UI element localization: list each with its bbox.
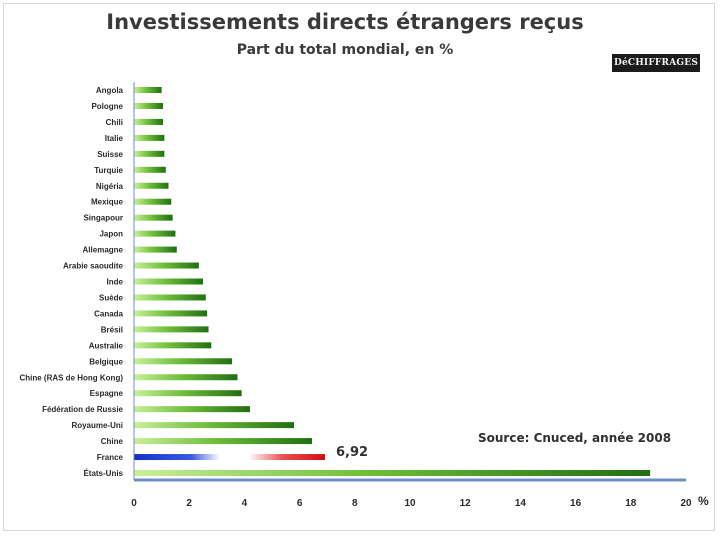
category-label-etats-unis: États-Unis [83,469,123,478]
x-tick-20: 20 [680,498,692,509]
bar-inde [134,278,203,285]
category-label-australie: Australie [89,341,124,350]
x-tick-16: 16 [570,498,582,509]
bar-espagne [134,390,242,397]
chart-subtitle: Part du total mondial, en % [236,42,454,58]
bar-nigeria [134,182,169,189]
bar-royaume-uni [134,422,295,429]
bar-angola [134,87,162,93]
bar-belgique [134,358,232,365]
publisher-logo: DéCHIFFRAGES [612,54,700,72]
category-label-inde: Inde [107,278,124,287]
category-label-belgique: Belgique [89,357,123,366]
category-label-italie: Italie [105,134,124,143]
category-label-bresil: Brésil [101,325,123,334]
category-label-nigeria: Nigéria [96,182,124,191]
x-tick-2: 2 [186,498,192,509]
category-label-arabie-saoudite: Arabie saoudite [63,262,124,271]
bar-chine [134,438,313,445]
bar-suede [134,294,206,301]
x-tick-0: 0 [131,498,137,509]
x-tick-10: 10 [404,498,416,509]
category-label-canada: Canada [94,309,123,318]
bar-singapour [134,214,173,221]
bar-bresil [134,326,209,333]
category-label-chili: Chili [106,118,123,127]
x-tick-8: 8 [352,498,358,509]
bar-turquie [134,166,166,173]
x-tick-6: 6 [297,498,303,509]
bar-chine-ras-de-hong-kong [134,374,238,381]
bar-federation-de-russie [134,406,250,413]
bar-suisse [134,150,165,157]
bar-allemagne [134,246,177,253]
category-label-turquie: Turquie [94,166,123,175]
bar-japon [134,230,176,237]
category-label-pologne: Pologne [91,102,123,111]
x-axis-unit-label: % [698,494,709,508]
source-note: Source: Cnuced, année 2008 [478,431,672,445]
bar-canada [134,310,208,317]
category-label-allemagne: Allemagne [83,246,124,255]
france-value-label: 6,92 [336,445,368,460]
category-label-mexique: Mexique [91,198,124,207]
category-label-singapour: Singapour [83,214,123,223]
category-label-espagne: Espagne [90,389,124,398]
bar-etats-unis [134,470,651,476]
chart-frame [3,3,715,531]
bar-italie [134,134,165,141]
category-label-angola: Angola [96,86,124,95]
chart-title: Investissements directs étrangers reçus [106,10,584,34]
category-label-france: France [97,453,124,462]
category-label-suisse: Suisse [97,150,123,159]
category-label-royaume-uni: Royaume-Uni [71,421,123,430]
category-label-chine: Chine [101,437,124,446]
bar-australie [134,342,212,349]
bar-mexique [134,198,172,205]
category-label-japon: Japon [99,230,123,239]
category-label-federation-de-russie: Fédération de Russie [42,405,123,414]
x-tick-12: 12 [460,498,472,509]
category-label-chine-ras-de-hong-kong: Chine (RAS de Hong Kong) [19,373,123,382]
x-tick-14: 14 [515,498,527,509]
x-tick-4: 4 [242,498,248,509]
bar-pologne [134,102,163,109]
category-label-suede: Suède [99,293,124,302]
x-tick-18: 18 [625,498,637,509]
bar-france [134,454,325,461]
bar-chili [134,118,163,125]
bar-arabie-saoudite [134,262,199,269]
